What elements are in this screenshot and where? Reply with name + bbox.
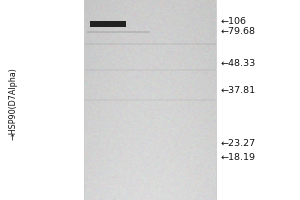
Bar <box>90 21 126 27</box>
Bar <box>84 99 216 101</box>
Text: ←23.27: ←23.27 <box>220 138 256 148</box>
Text: ←37.81: ←37.81 <box>220 86 256 95</box>
Text: ←18.19: ←18.19 <box>220 152 256 162</box>
Bar <box>84 43 216 45</box>
Bar <box>87 31 150 33</box>
Bar <box>84 69 216 71</box>
Text: ←106: ←106 <box>220 17 247 25</box>
Text: →HSP90(D7Alpha): →HSP90(D7Alpha) <box>9 68 18 140</box>
Text: ←48.33: ←48.33 <box>220 58 256 68</box>
Text: ←79.68: ←79.68 <box>220 27 256 36</box>
